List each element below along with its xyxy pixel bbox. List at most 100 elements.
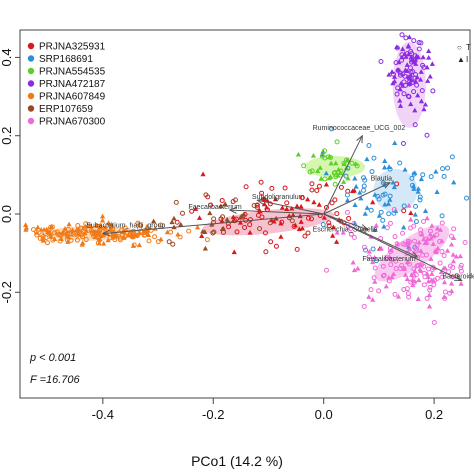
- point-PRJNA607849: [112, 237, 118, 243]
- point-PRJNA607849: [101, 240, 107, 246]
- p-value-annotation: p < 0.001: [29, 352, 76, 364]
- point-PRJNA670300: [405, 291, 411, 297]
- cluster-ellipse-2: [373, 168, 418, 213]
- legend-label: ERP107659: [39, 104, 93, 115]
- point-PRJNA325931: [332, 197, 338, 203]
- point-PRJNA607849: [168, 229, 174, 235]
- point-SRP168691: [412, 211, 418, 217]
- point-PRJNA670300: [458, 265, 464, 271]
- point-PRJNA554535: [353, 161, 359, 166]
- point-PRJNA554535: [349, 160, 355, 166]
- point-PRJNA670300: [428, 277, 435, 283]
- y-tick-label: 0.2: [0, 127, 14, 145]
- point-SRP168691: [382, 201, 388, 207]
- point-PRJNA325931: [302, 233, 308, 239]
- point-PRJNA670300: [462, 239, 468, 245]
- point-PRJNA472187: [402, 67, 409, 73]
- point-SRP168691: [390, 179, 396, 185]
- point-SRP168691: [441, 173, 447, 179]
- point-ERP107659: [224, 216, 230, 222]
- point-PRJNA472187: [397, 97, 403, 103]
- point-PRJNA607849: [152, 234, 158, 240]
- point-SRP168691: [371, 155, 377, 161]
- point-PRJNA670300: [391, 207, 397, 213]
- point-PRJNA607849: [57, 238, 63, 244]
- point-PRJNA472187: [397, 70, 403, 76]
- point-PRJNA670300: [447, 263, 453, 269]
- point-ERP107659: [207, 210, 213, 216]
- point-PRJNA472187: [405, 43, 412, 48]
- point-PRJNA607849: [109, 221, 115, 227]
- point-PRJNA472187: [411, 59, 417, 65]
- point-SRP168691: [376, 196, 382, 202]
- point-PRJNA670300: [414, 246, 420, 252]
- point-PRJNA325931: [311, 199, 317, 205]
- legend-label: PRJNA554535: [39, 67, 106, 78]
- point-PRJNA325931: [351, 187, 357, 193]
- point-PRJNA554535: [301, 163, 307, 169]
- point-PRJNA670300: [361, 304, 367, 310]
- point-PRJNA472187: [415, 92, 421, 98]
- x-axis-label: PCo1 (14.2 %): [191, 453, 283, 469]
- point-PRJNA607849: [125, 232, 131, 238]
- point-PRJNA670300: [373, 222, 379, 228]
- point-PRJNA325931: [196, 215, 203, 220]
- point-PRJNA325931: [299, 225, 306, 231]
- point-PRJNA325931: [305, 196, 311, 202]
- point-PRJNA472187: [394, 45, 400, 51]
- point-SRP168691: [344, 197, 351, 203]
- point-PRJNA607849: [144, 223, 150, 229]
- point-PRJNA325931: [284, 206, 290, 211]
- point-PRJNA670300: [372, 265, 378, 271]
- point-ERP107659: [289, 218, 295, 224]
- point-SRP168691: [449, 154, 455, 160]
- arrow-6: [323, 213, 462, 281]
- point-PRJNA472187: [397, 103, 404, 108]
- point-PRJNA670300: [424, 295, 430, 301]
- point-PRJNA670300: [404, 259, 411, 264]
- arrow-7: [103, 213, 324, 234]
- arrow-label-2: Subdoligranulum: [252, 194, 305, 201]
- point-PRJNA325931: [333, 239, 340, 244]
- point-PRJNA554535: [295, 151, 302, 157]
- point-PRJNA670300: [439, 220, 445, 226]
- shape-legend-symbol: ▲: [457, 55, 465, 64]
- point-SRP168691: [464, 195, 470, 201]
- point-PRJNA554535: [337, 170, 344, 175]
- point-PRJNA607849: [65, 239, 71, 244]
- point-PRJNA325931: [292, 222, 298, 228]
- point-SRP168691: [409, 175, 415, 181]
- point-PRJNA670300: [442, 295, 448, 301]
- point-PRJNA325931: [401, 208, 407, 214]
- point-PRJNA670300: [406, 294, 412, 300]
- legend-swatch: [27, 42, 35, 50]
- point-ERP107659: [166, 239, 172, 245]
- legend-swatch: [27, 55, 35, 62]
- point-PRJNA670300: [449, 288, 455, 294]
- point-PRJNA670300: [351, 267, 358, 273]
- point-PRJNA670300: [366, 254, 372, 260]
- shape-legend: ○ T▲ I: [457, 43, 471, 64]
- point-PRJNA472187: [395, 85, 401, 91]
- point-PRJNA670300: [424, 270, 430, 276]
- point-SRP168691: [362, 211, 368, 216]
- point-PRJNA325931: [294, 203, 300, 209]
- point-PRJNA670300: [397, 265, 403, 271]
- point-PRJNA670300: [324, 267, 330, 273]
- point-PRJNA670300: [450, 252, 456, 257]
- point-PRJNA670300: [437, 227, 444, 232]
- point-ERP107659: [220, 214, 226, 220]
- point-SRP168691: [386, 211, 392, 217]
- point-PRJNA554535: [326, 175, 332, 181]
- point-PRJNA607849: [52, 230, 58, 236]
- arrow-3: [230, 210, 324, 215]
- point-PRJNA670300: [427, 284, 433, 290]
- point-PRJNA670300: [434, 275, 440, 281]
- point-PRJNA472187: [418, 98, 425, 104]
- point-ERP107659: [171, 215, 177, 221]
- point-PRJNA607849: [44, 226, 50, 232]
- point-PRJNA325931: [189, 208, 195, 214]
- point-PRJNA670300: [424, 215, 430, 221]
- arrow-label-4: Escherichia_Shigella: [313, 227, 378, 234]
- point-ERP107659: [267, 220, 273, 226]
